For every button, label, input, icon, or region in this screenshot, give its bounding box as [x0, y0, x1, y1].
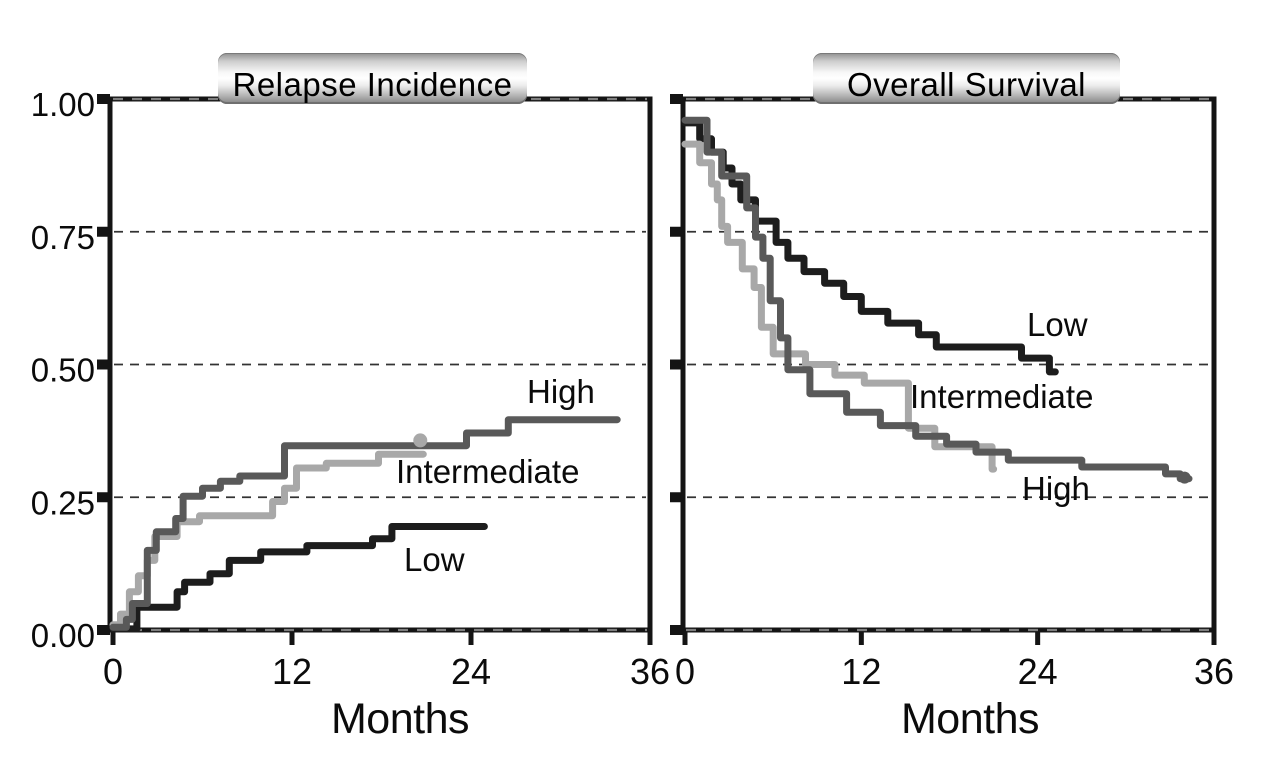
x-tick-label-24: 24: [451, 651, 491, 692]
x-tick-mark-0: [682, 632, 688, 645]
x-tick-mark-12: [289, 632, 295, 645]
x-axis-title-months: Months: [901, 695, 1039, 743]
x-tick-mark-36: [1211, 632, 1217, 645]
series-curve-high: [109, 416, 621, 631]
y-tick-mark-0.5: [670, 359, 683, 370]
y-tick-mark-0.25: [97, 492, 110, 503]
y-tick-label-0.50: 0.50: [31, 352, 95, 389]
series-curve-intermediate: [109, 450, 427, 629]
y-tick-mark-0: [97, 625, 110, 635]
x-tick-mark-0: [110, 632, 116, 645]
x-tick-label-24: 24: [1018, 651, 1058, 692]
panel-title-overall-survival: Overall Survival: [813, 53, 1120, 104]
x-tick-mark-12: [858, 632, 864, 645]
curve-end-dot-high: [1178, 471, 1191, 484]
x-tick-mark-24: [468, 632, 474, 645]
series-curve-intermediate: [681, 140, 998, 473]
y-tick-label-1.00: 1.00: [31, 86, 95, 123]
x-axis-title-months: Months: [331, 695, 469, 743]
x-tick-label-12: 12: [272, 651, 312, 692]
series-label-intermediate: Intermediate: [396, 453, 579, 490]
series-label-high: High: [527, 373, 595, 410]
y-tick-label-0.25: 0.25: [31, 484, 95, 521]
y-tick-mark-0.5: [97, 359, 110, 370]
series-label-low: Low: [404, 541, 465, 578]
panel-title-relapse-incidence: Relapse Incidence: [218, 53, 527, 104]
x-tick-label-0: 0: [103, 651, 123, 692]
series-curve-low: [109, 523, 488, 633]
series-label-low: Low: [1027, 306, 1088, 343]
y-tick-mark-1: [670, 94, 683, 104]
censor-dot-intermediate: [413, 433, 428, 448]
y-tick-mark-1: [97, 94, 110, 104]
y-tick-mark-0.25: [670, 492, 683, 503]
y-tick-label-0.00: 0.00: [31, 617, 95, 654]
y-tick-mark-0.75: [97, 226, 110, 237]
series-label-high: High: [1022, 470, 1090, 507]
panel-title-text: Relapse Incidence: [232, 65, 513, 103]
series-curve-high: [681, 116, 1193, 483]
x-tick-label-36: 36: [630, 651, 670, 692]
y-tick-label-0.75: 0.75: [31, 219, 95, 256]
x-tick-label-0: 0: [675, 651, 695, 692]
y-tick-mark-0.75: [670, 226, 683, 237]
x-tick-mark-36: [647, 632, 653, 645]
panel-title-text: Overall Survival: [846, 65, 1087, 103]
x-tick-label-36: 36: [1194, 651, 1234, 692]
series-label-intermediate: Intermediate: [910, 378, 1093, 415]
x-tick-mark-24: [1035, 632, 1041, 645]
x-tick-label-12: 12: [841, 651, 881, 692]
y-tick-mark-0: [670, 625, 683, 635]
